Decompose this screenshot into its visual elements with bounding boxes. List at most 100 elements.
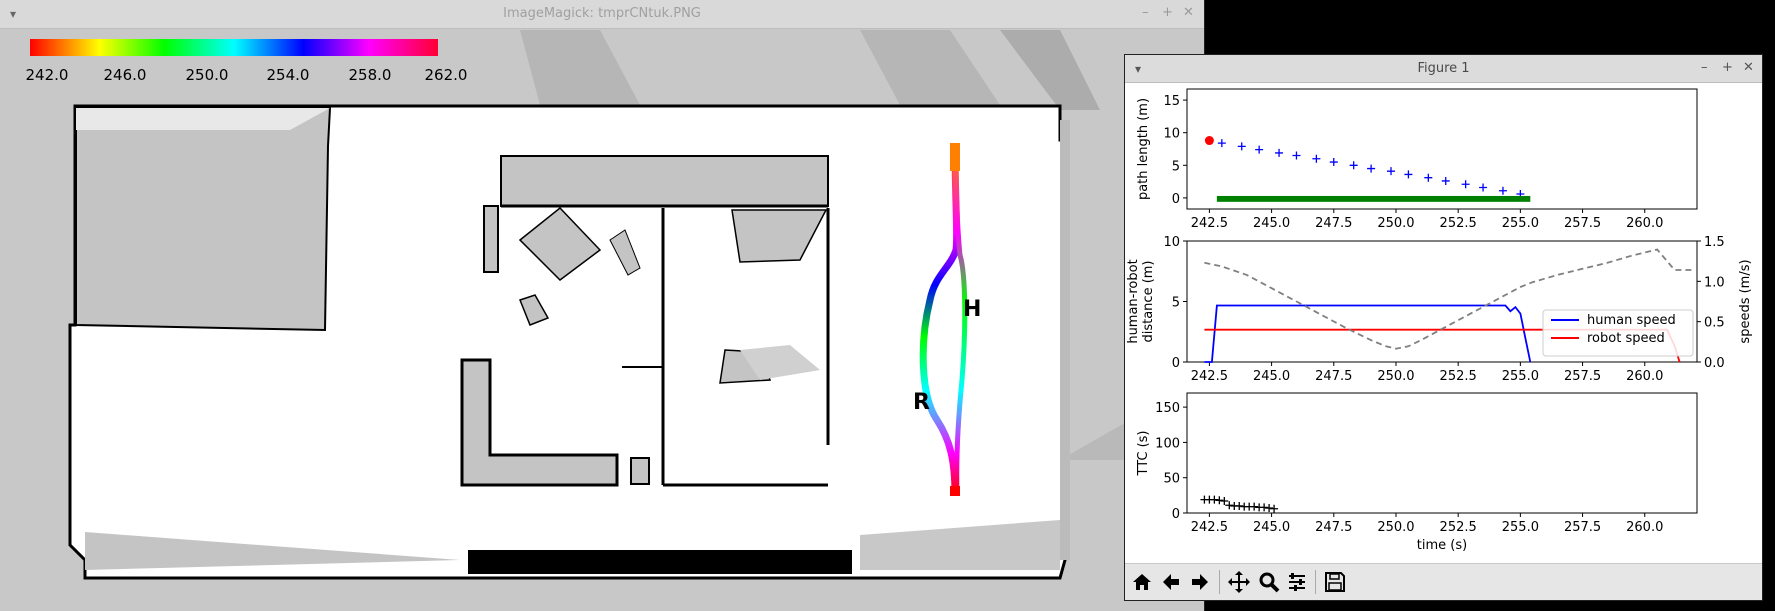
data-band [1216,195,1531,202]
save-icon[interactable] [1322,569,1348,595]
y-tick-label: 0 [1172,507,1180,522]
data-point [1275,148,1284,157]
imagemagick-titlebar[interactable]: ▾ ImageMagick: tmprCNtuk.PNG – + ✕ [0,0,1204,29]
x-tick-label: 255.0 [1502,369,1539,384]
home-icon[interactable] [1129,569,1155,595]
data-point [1441,176,1450,185]
data-point [1255,145,1264,154]
y-tick-label: 0 [1172,192,1180,207]
y-tick-label: 100 [1155,436,1180,451]
data-point [1217,139,1226,148]
y-right-tick-label: 1.5 [1704,235,1725,250]
y-tick-label: 150 [1155,401,1180,416]
x-tick-label: 242.5 [1191,216,1228,231]
x-tick-label: 255.0 [1502,520,1539,535]
y-tick-label: 15 [1163,94,1180,109]
y-axis-label: path length (m) [1136,98,1151,200]
x-tick-label: 252.5 [1440,369,1477,384]
y-right-tick-label: 0.0 [1704,356,1725,371]
legend-entry: human speed [1587,313,1676,328]
x-tick-label: 252.5 [1440,520,1477,535]
x-tick-label: 260.0 [1626,216,1663,231]
plot-area [1186,88,1698,210]
x-tick-label: 242.5 [1191,520,1228,535]
data-point [1479,183,1488,192]
pan-icon[interactable] [1226,569,1252,595]
y-tick-label: 0 [1172,356,1180,371]
data-point [1220,497,1229,505]
x-tick-label: 257.5 [1564,369,1601,384]
data-point [1210,495,1219,504]
y-tick-label: 50 [1163,472,1180,487]
maximize-icon[interactable]: + [1722,60,1733,75]
colorbar-tick: 246.0 [104,66,147,84]
data-point [1387,167,1395,176]
colorbar-tick: 250.0 [186,66,229,84]
window-menu-icon[interactable]: ▾ [10,7,17,21]
toolbar-separator [1315,570,1316,594]
y-axis-label: TTC (s) [1136,430,1151,476]
data-point [1367,164,1376,173]
imagemagick-window-title: ImageMagick: tmprCNtuk.PNG [503,6,701,21]
x-tick-label: 245.0 [1253,216,1290,231]
data-point [1250,502,1259,511]
figure-canvas: 242.5 245.0 247.5 250.0 252.5 255.0 257.5 260.0… [1126,88,1753,553]
legend-entry: robot speed [1587,331,1665,346]
figure-window-title: Figure 1 [1417,61,1470,76]
x-tick-label: 245.0 [1253,369,1290,384]
figure-titlebar[interactable]: ▾ Figure 1 – + ✕ [1125,55,1762,83]
x-axis-label: time (s) [1417,538,1467,553]
x-tick-label: 247.5 [1315,216,1352,231]
x-tick-label: 245.0 [1253,520,1290,535]
y-right-tick-label: 1.0 [1704,275,1725,290]
y-tick-label: 10 [1163,235,1180,250]
y-tick-label: 10 [1163,127,1180,142]
y-right-tick-label: 0.5 [1704,316,1725,331]
map-label-human: H [963,297,981,322]
forward-arrow-icon[interactable] [1187,569,1213,595]
x-tick-label: 247.5 [1315,520,1352,535]
data-point [1349,161,1358,170]
back-arrow-icon[interactable] [1158,569,1184,595]
toolbar-separator [1219,570,1220,594]
maximize-icon[interactable]: + [1162,5,1173,20]
configure-subplots-icon[interactable] [1284,569,1310,595]
x-tick-label: 250.0 [1377,216,1414,231]
data-point [1260,503,1269,512]
data-point [1225,501,1234,510]
colorbar-tick: 258.0 [349,66,392,84]
x-tick-label: 252.5 [1440,216,1477,231]
y-right-axis-label: speeds (m/s) [1738,259,1753,343]
minimize-icon[interactable]: – [1142,5,1149,20]
x-tick-label: 260.0 [1626,520,1663,535]
data-point [1292,151,1301,160]
close-icon[interactable]: ✕ [1183,5,1194,20]
data-point [1237,142,1246,151]
zoom-icon[interactable] [1256,569,1282,595]
colorbar-tick: 254.0 [267,66,310,84]
colorbar [30,39,438,56]
x-tick-label: 260.0 [1626,369,1663,384]
colorbar-tick: 242.0 [26,66,69,84]
x-tick-label: 250.0 [1377,369,1414,384]
x-tick-label: 242.5 [1191,369,1228,384]
window-menu-icon[interactable]: ▾ [1135,62,1142,76]
figure-window: ▾ Figure 1 – + ✕ 242.5 245.0 247.5 250.0 252… [1125,55,1762,600]
human-path [952,144,968,496]
x-tick-label: 257.5 [1564,520,1601,535]
y-axis-label: human-robot [1126,259,1141,343]
map-label-robot: R [913,390,930,415]
data-point [1498,186,1507,195]
map-canvas: 242.0 246.0 250.0 254.0 258.0 262.0 [26,30,1204,580]
legend-box [1542,309,1694,357]
y-tick-label: 5 [1172,296,1180,311]
plot-area [1186,392,1698,514]
data-point [1424,173,1433,182]
data-point [1235,501,1244,510]
y-tick-label: 5 [1172,159,1180,174]
y-axis-label: distance (m) [1141,260,1156,342]
data-point [1404,170,1413,179]
x-tick-label: 255.0 [1502,216,1539,231]
close-icon[interactable]: ✕ [1743,60,1754,75]
minimize-icon[interactable]: – [1701,60,1708,75]
